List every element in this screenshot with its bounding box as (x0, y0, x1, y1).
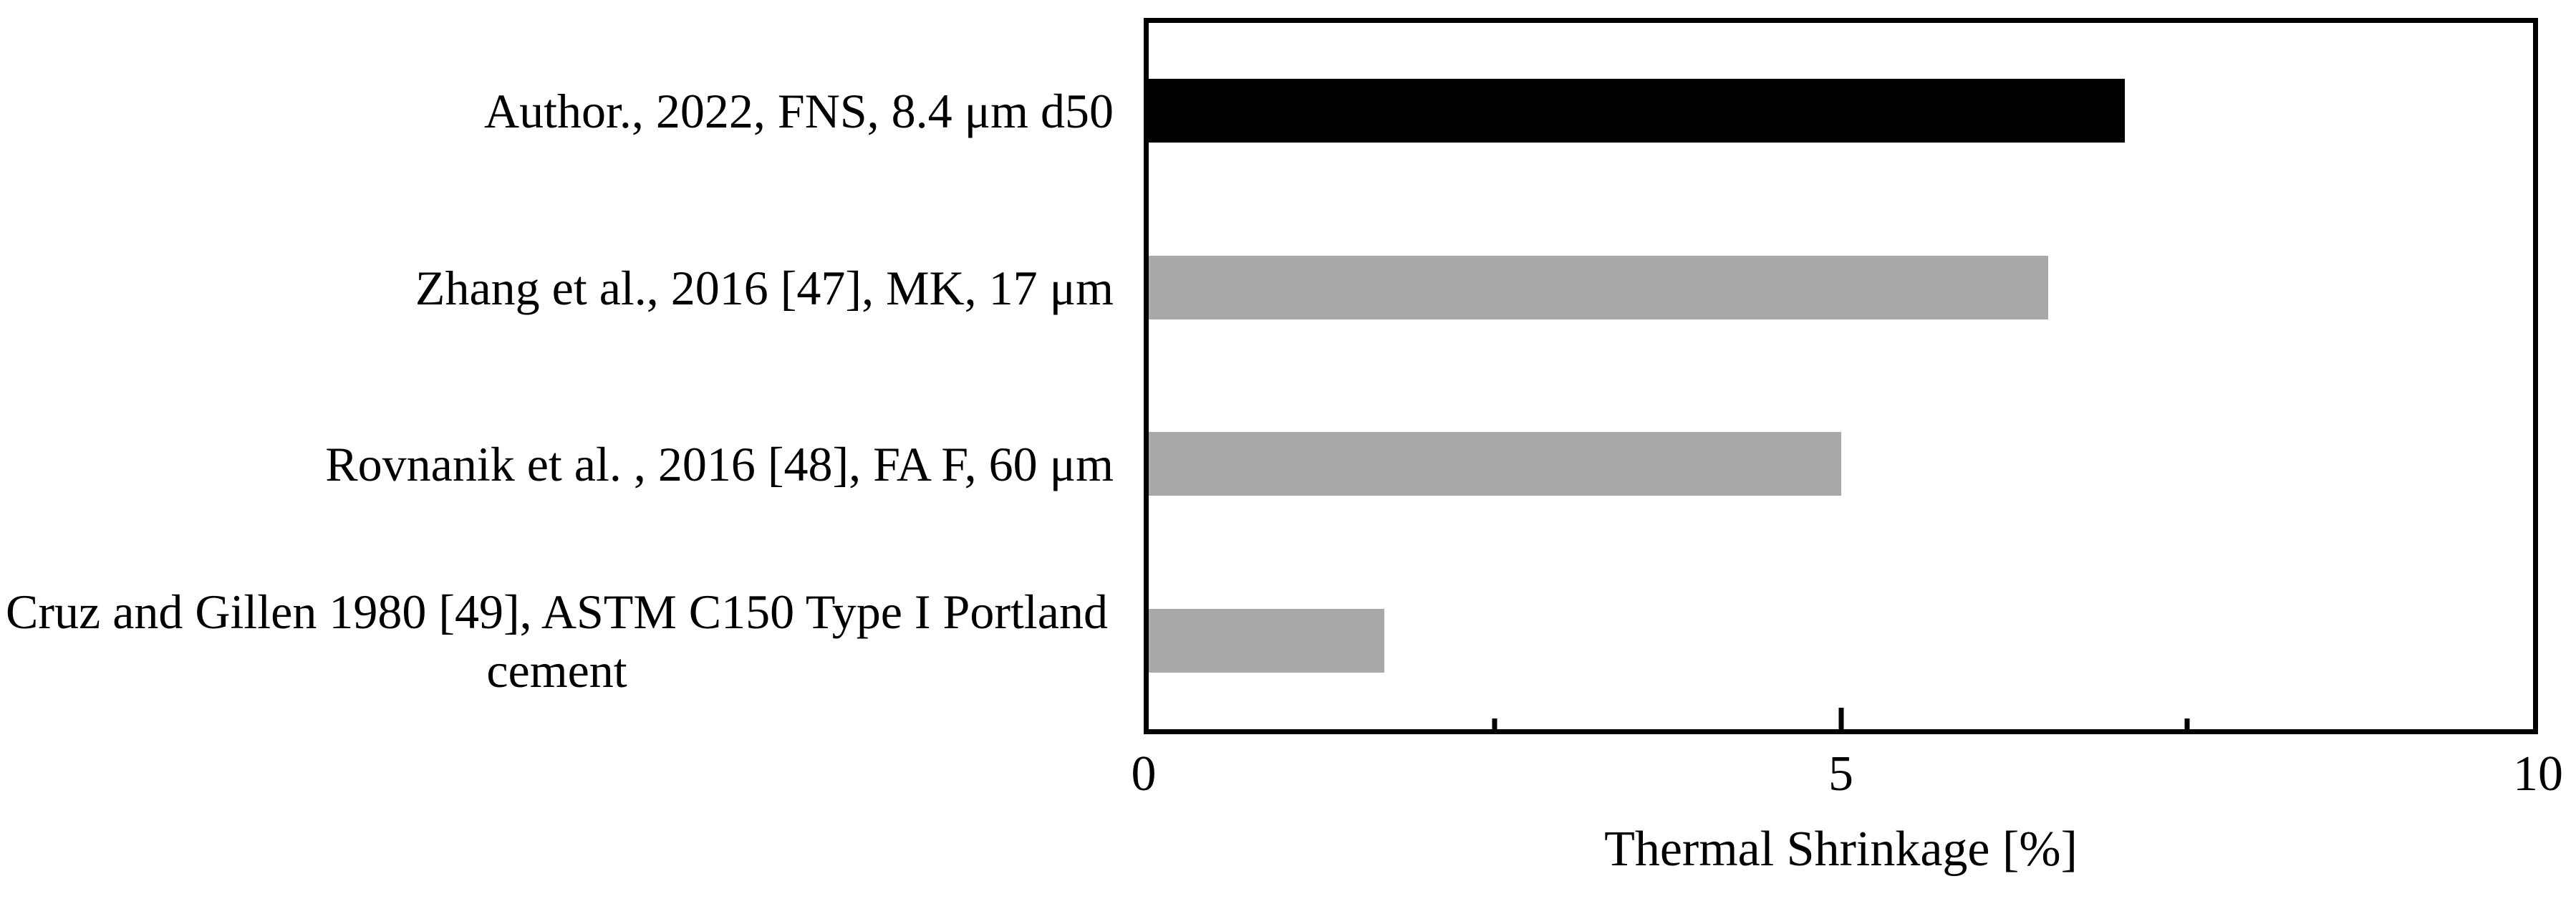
category-label-author-2022: Author., 2022, FNS, 8.4 μm d50 (484, 84, 1114, 139)
bar-zhang-2016 (1149, 255, 2049, 319)
x-minor-tick (1492, 718, 1497, 729)
bar-author-2022 (1149, 79, 2125, 143)
x-tick-label: 5 (1828, 746, 1853, 802)
bar-row (1149, 200, 2533, 377)
x-axis-title: Thermal Shrinkage [%] (1604, 822, 2078, 877)
x-minor-tick (2184, 718, 2190, 729)
x-major-tick (1838, 708, 1843, 729)
bar-cruz-gillen-1980 (1149, 608, 1384, 673)
bar-row (1149, 376, 2533, 553)
bar-rovnanik-2016 (1149, 432, 1841, 496)
category-label-cruz-gillen-1980: Cruz and Gillen 1980 [49], ASTM C150 Typ… (6, 584, 1108, 698)
category-label-rovnanik-2016: Rovnanik et al. , 2016 [48], FA F, 60 μm (325, 437, 1114, 492)
category-label-zhang-2016: Zhang et al., 2016 [47], MK, 17 μm (415, 260, 1114, 315)
x-tick-label: 10 (2513, 746, 2563, 802)
bar-row (1149, 23, 2533, 200)
x-tick-label: 0 (1131, 746, 1157, 802)
plot-area (1144, 18, 2538, 734)
bar-row (1149, 553, 2533, 730)
